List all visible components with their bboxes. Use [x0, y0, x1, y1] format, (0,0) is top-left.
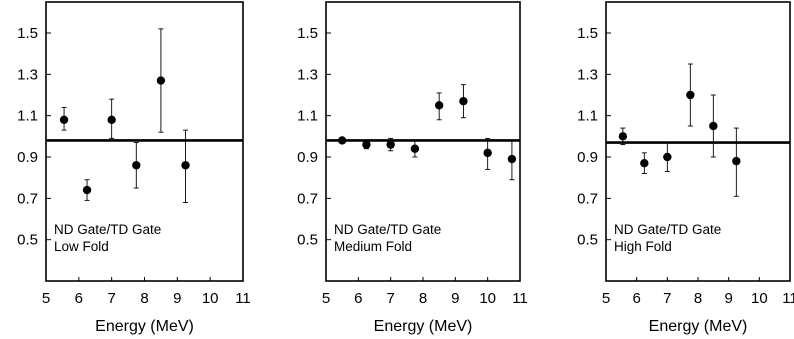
y-tick-label: 0.5 [577, 232, 598, 249]
y-tick-label: 0.7 [297, 190, 318, 207]
y-tick-label: 0.5 [17, 232, 38, 249]
annotation-line1: ND Gate/TD Gate [614, 222, 721, 237]
annotation-line1: ND Gate/TD Gate [54, 222, 161, 237]
data-point [156, 76, 166, 85]
panel-low-fold: ND Gate/TD Gate Low Fold Energy (MeV) 0.… [17, 1, 251, 335]
data-point [337, 136, 347, 145]
annotation-line1: ND Gate/TD Gate [334, 222, 441, 237]
data-point [386, 140, 395, 149]
data-point [107, 115, 116, 125]
x-tick-label: 11 [782, 290, 794, 307]
x-tick-label: 10 [751, 290, 768, 307]
x-tick-label: 9 [173, 290, 181, 307]
data-point [459, 97, 468, 106]
y-tick-label: 1.1 [17, 108, 38, 125]
data-point [362, 140, 371, 149]
y-tick-label: 0.9 [297, 149, 318, 166]
panel-high-fold: ND Gate/TD Gate High Fold Energy (MeV) 0… [577, 1, 794, 335]
x-tick-label: 8 [419, 290, 427, 307]
y-tick-label: 1.3 [297, 66, 318, 83]
x-tick-label: 8 [140, 290, 148, 307]
x-tick-label: 9 [724, 290, 732, 307]
annotation-line2: High Fold [614, 239, 672, 254]
x-tick-label: 7 [386, 290, 394, 307]
x-tick-label: 11 [235, 290, 251, 307]
y-tick-label: 0.5 [297, 232, 318, 249]
x-tick-label: 7 [663, 290, 671, 307]
x-tick-label: 6 [354, 290, 362, 307]
annotation-line2: Low Fold [54, 239, 109, 254]
data-point [640, 159, 649, 168]
data-point [59, 115, 69, 125]
data-point [181, 161, 190, 170]
x-tick-label: 7 [107, 290, 115, 307]
annotation-line2: Medium Fold [334, 239, 412, 254]
x-tick-label: 6 [632, 290, 640, 307]
y-tick-label: 1.3 [577, 66, 598, 83]
x-tick-label: 11 [512, 290, 528, 307]
y-tick-label: 0.7 [577, 190, 598, 207]
data-point [483, 148, 492, 158]
x-tick-label: 10 [479, 290, 496, 307]
data-point [434, 101, 444, 110]
x-tick-label: 5 [602, 290, 610, 307]
x-tick-label: 6 [75, 290, 83, 307]
x-tick-label: 5 [322, 290, 330, 307]
x-tick-label: 10 [202, 290, 219, 307]
y-tick-label: 1.5 [577, 25, 598, 42]
x-tick-label: 5 [42, 290, 50, 307]
data-point [507, 154, 517, 164]
y-tick-label: 1.3 [17, 66, 38, 83]
data-point [732, 156, 741, 166]
data-point [132, 161, 141, 170]
x-axis-label: Energy (MeV) [95, 318, 194, 335]
y-tick-label: 1.1 [297, 108, 318, 125]
y-tick-label: 1.5 [297, 25, 318, 42]
data-point [410, 144, 420, 153]
y-tick-label: 1.5 [17, 25, 38, 42]
y-tick-label: 1.1 [577, 108, 598, 125]
y-tick-label: 0.9 [17, 149, 38, 166]
data-point [663, 152, 672, 162]
x-axis-label: Energy (MeV) [374, 318, 473, 335]
x-tick-label: 8 [694, 290, 702, 307]
x-tick-label: 9 [451, 290, 459, 307]
x-axis-label: Energy (MeV) [649, 318, 748, 335]
data-point [686, 90, 695, 100]
y-tick-label: 0.7 [17, 190, 38, 207]
data-point [709, 121, 718, 131]
data-point [618, 132, 628, 141]
data-point [82, 185, 92, 195]
y-tick-label: 0.9 [577, 149, 598, 166]
panel-medium-fold: ND Gate/TD Gate Medium Fold Energy (MeV)… [297, 1, 528, 335]
